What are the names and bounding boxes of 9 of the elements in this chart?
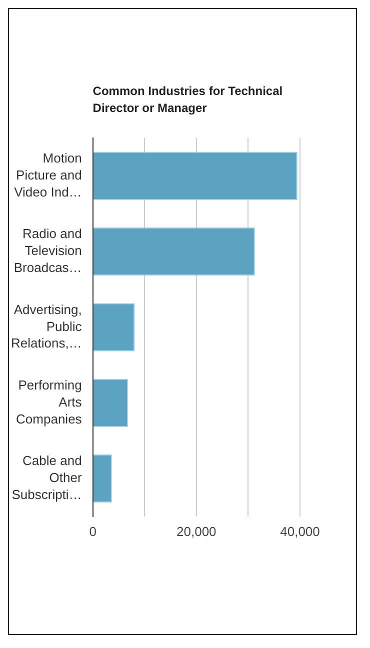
y-tick-label: Advertising, Public Relations,… [10,302,82,351]
x-tick-label: 40,000 [280,524,320,539]
y-tick-label: Performing Arts Companies [16,378,82,426]
y-tick-label: Cable and Other Subscripti… [12,453,82,502]
x-tick-label: 0 [89,524,96,539]
x-tick-label: 20,000 [176,524,216,539]
y-tick-label: Motion Picture and Video Ind… [14,150,82,200]
chart-title: Common Industries for Technical Director or Manager [92,84,283,115]
y-tick-label: Radio and Television Broadcas… [14,226,82,275]
